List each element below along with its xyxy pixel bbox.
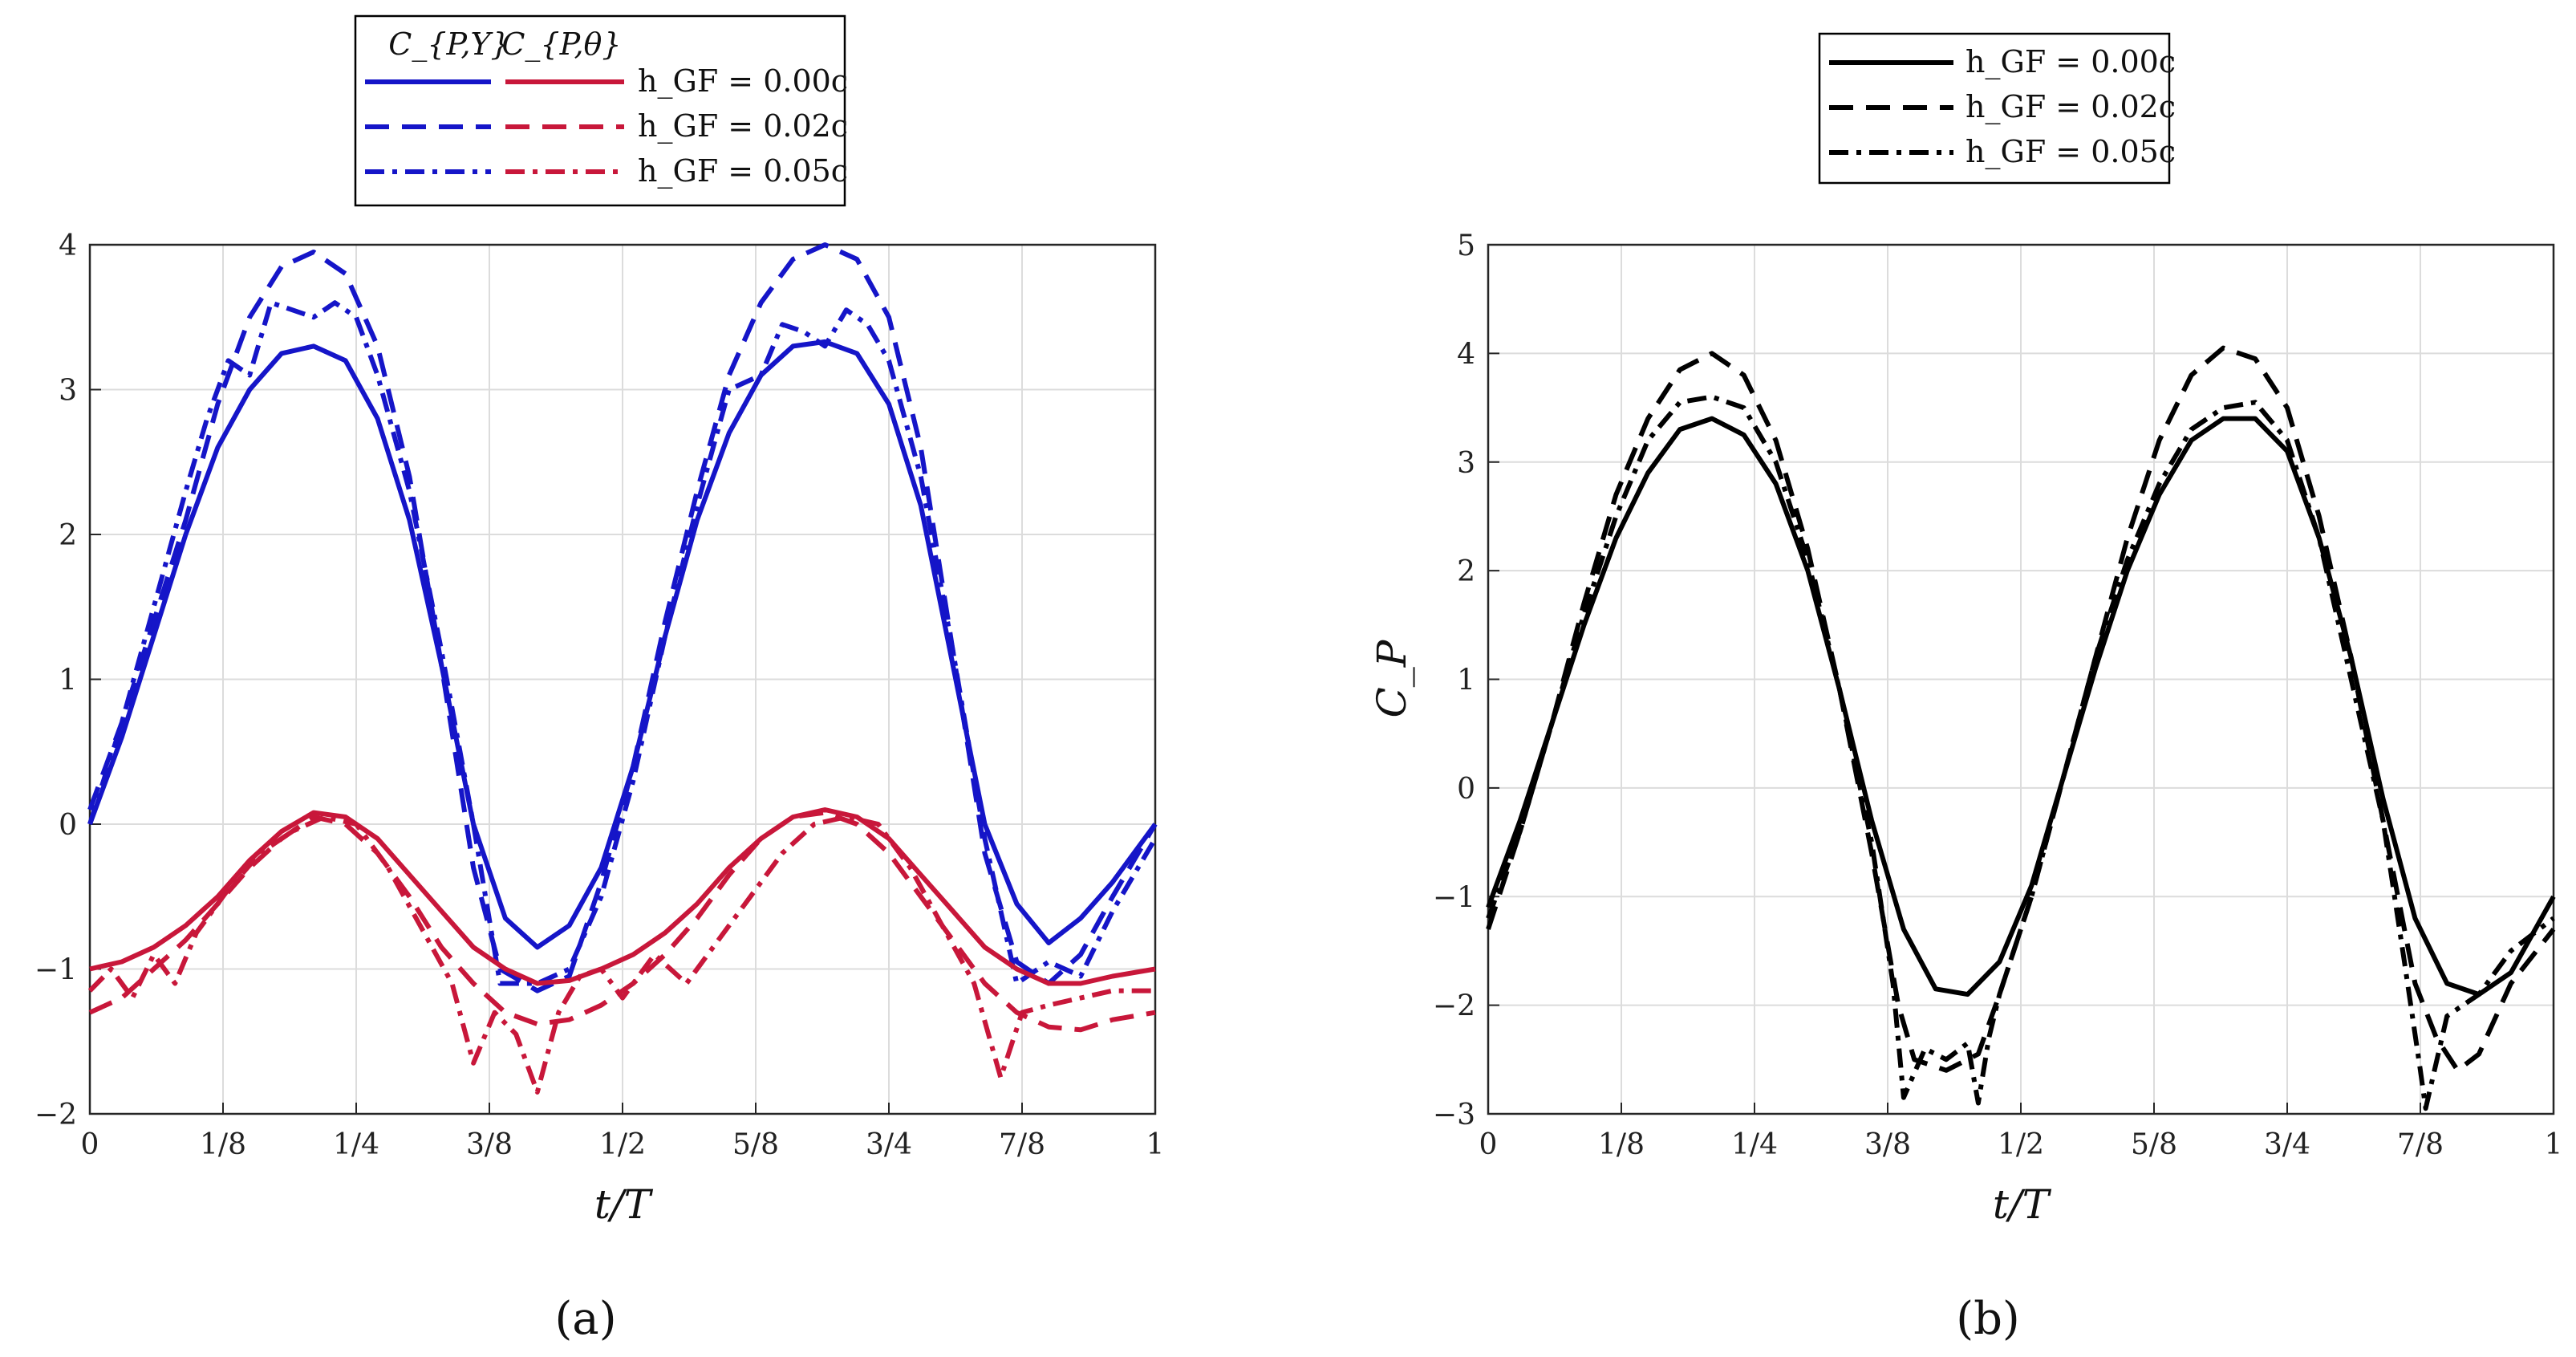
panel-b-series-line-2 [1486, 394, 2555, 1111]
panel-b-y-tick-label: −1 [1433, 881, 1475, 914]
panel-b-y-tick-label: 4 [1457, 338, 1475, 371]
panel-a-x-tick-label: 3/8 [466, 1128, 513, 1161]
panel-a: 0 1/8 1/4 3/8 1/2 5/8 3/4 7/8 1 −2 −1 0 1 2 3 4 t/T (a… [34, 14, 1165, 1345]
panel-b-x-tick-label: 1/8 [1598, 1128, 1645, 1161]
panel-b-x-tick-label: 1 [2545, 1128, 2563, 1161]
panel-a-y-tick-label: 1 [59, 664, 77, 697]
panel-b-x-tick-label: 3/8 [1864, 1128, 1911, 1161]
legend-entry-a-2: h_GF = 0.05c [638, 153, 848, 189]
panel-b-grid [1487, 244, 2554, 1115]
panel-b-x-tick-label: 5/8 [2131, 1128, 2177, 1161]
panel-a-x-ticks: 0 1/8 1/4 3/8 1/2 5/8 3/4 7/8 1 [81, 1103, 1165, 1161]
panel-a-series-line-1 [87, 242, 1158, 993]
panel-a-x-tick-label: 1/4 [333, 1128, 379, 1161]
panel-a-x-tick-label: 5/8 [732, 1128, 779, 1161]
legend-entry-a-0: h_GF = 0.00c [638, 63, 848, 100]
panel-b-y-tick-label: 5 [1457, 230, 1475, 262]
panel-a-x-tick-label: 1 [1146, 1128, 1165, 1161]
panel-a-label: (a) [554, 1293, 616, 1345]
panel-a-y-tick-label: 3 [59, 375, 77, 408]
panel-b-x-tick-label: 1/2 [1998, 1128, 2044, 1161]
panel-a-x-axis-label: t/T [594, 1181, 654, 1228]
panel-a-y-tick-label: −2 [34, 1099, 77, 1132]
panel-a-series-line-2 [87, 300, 1158, 986]
panel-b-y-axis-label: C_P [1369, 639, 1415, 717]
panel-a-x-tick-label: 0 [81, 1128, 99, 1161]
legend-entry-a-1: h_GF = 0.02c [638, 108, 848, 144]
panel-a-legend: C_{P,Y} C_{P,θ} h_GF = 0.00c h_GF = 0.02… [354, 14, 848, 207]
legend-header-cpy: C_{P,Y} [388, 26, 509, 63]
panel-a-series-line-3 [89, 807, 1156, 986]
panel-b-label: (b) [1956, 1293, 2020, 1345]
panel-a-y-tick-label: −1 [34, 954, 77, 987]
panel-b-x-tick-label: 7/8 [2397, 1128, 2444, 1161]
panel-a-x-tick-label: 3/4 [866, 1128, 912, 1161]
panel-b-y-tick-label: −2 [1433, 990, 1475, 1023]
legend-entry-b-0: h_GF = 0.00c [1965, 44, 2176, 80]
panel-a-x-tick-label: 1/8 [200, 1128, 246, 1161]
panel-b: 0 1/8 1/4 3/8 1/2 5/8 3/4 7/8 1 −3 −2 −1 0 1 2 3 4 5 t/T… [1369, 32, 2563, 1345]
legend-entry-b-2: h_GF = 0.05c [1965, 134, 2176, 170]
legend-entry-b-1: h_GF = 0.02c [1965, 89, 2176, 125]
panel-b-y-tick-label: 3 [1457, 447, 1475, 480]
panel-b-x-tick-label: 3/4 [2264, 1128, 2310, 1161]
panel-b-series [1486, 345, 2556, 1111]
panel-b-y-tick-label: 2 [1457, 555, 1475, 588]
panel-b-x-ticks: 0 1/8 1/4 3/8 1/2 5/8 3/4 7/8 1 [1479, 1103, 2563, 1161]
panel-a-y-tick-label: 2 [59, 519, 77, 552]
panel-a-x-tick-label: 7/8 [999, 1128, 1045, 1161]
panel-b-y-tick-label: 1 [1457, 664, 1475, 697]
panel-b-x-tick-label: 0 [1479, 1128, 1498, 1161]
panel-a-x-tick-label: 1/2 [599, 1128, 646, 1161]
panel-a-y-ticks: −2 −1 0 1 2 3 4 [34, 230, 101, 1132]
panel-a-y-tick-label: 4 [59, 230, 77, 262]
panel-b-x-tick-label: 1/4 [1731, 1128, 1778, 1161]
panel-b-y-tick-label: −3 [1433, 1099, 1475, 1132]
panel-a-series-line-5 [87, 815, 1155, 1095]
panel-b-legend: h_GF = 0.00c h_GF = 0.02c h_GF = 0.05c [1818, 32, 2176, 185]
panel-a-y-tick-label: 0 [59, 809, 77, 842]
panel-b-y-tick-label: 0 [1457, 773, 1475, 806]
panel-b-y-ticks: −3 −2 −1 0 1 2 3 4 5 [1433, 230, 1499, 1132]
legend-header-cptheta: C_{P,θ} [501, 26, 621, 63]
panel-b-x-axis-label: t/T [1993, 1181, 2052, 1228]
panel-a-series [87, 242, 1158, 1095]
